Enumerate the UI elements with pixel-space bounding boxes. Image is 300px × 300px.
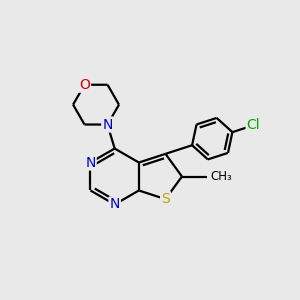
Text: O: O: [79, 78, 90, 92]
Text: N: N: [85, 155, 96, 170]
Text: CH₃: CH₃: [211, 170, 232, 183]
Text: N: N: [102, 118, 113, 132]
Text: N: N: [110, 197, 120, 212]
Text: S: S: [161, 192, 170, 206]
Text: Cl: Cl: [247, 118, 260, 132]
